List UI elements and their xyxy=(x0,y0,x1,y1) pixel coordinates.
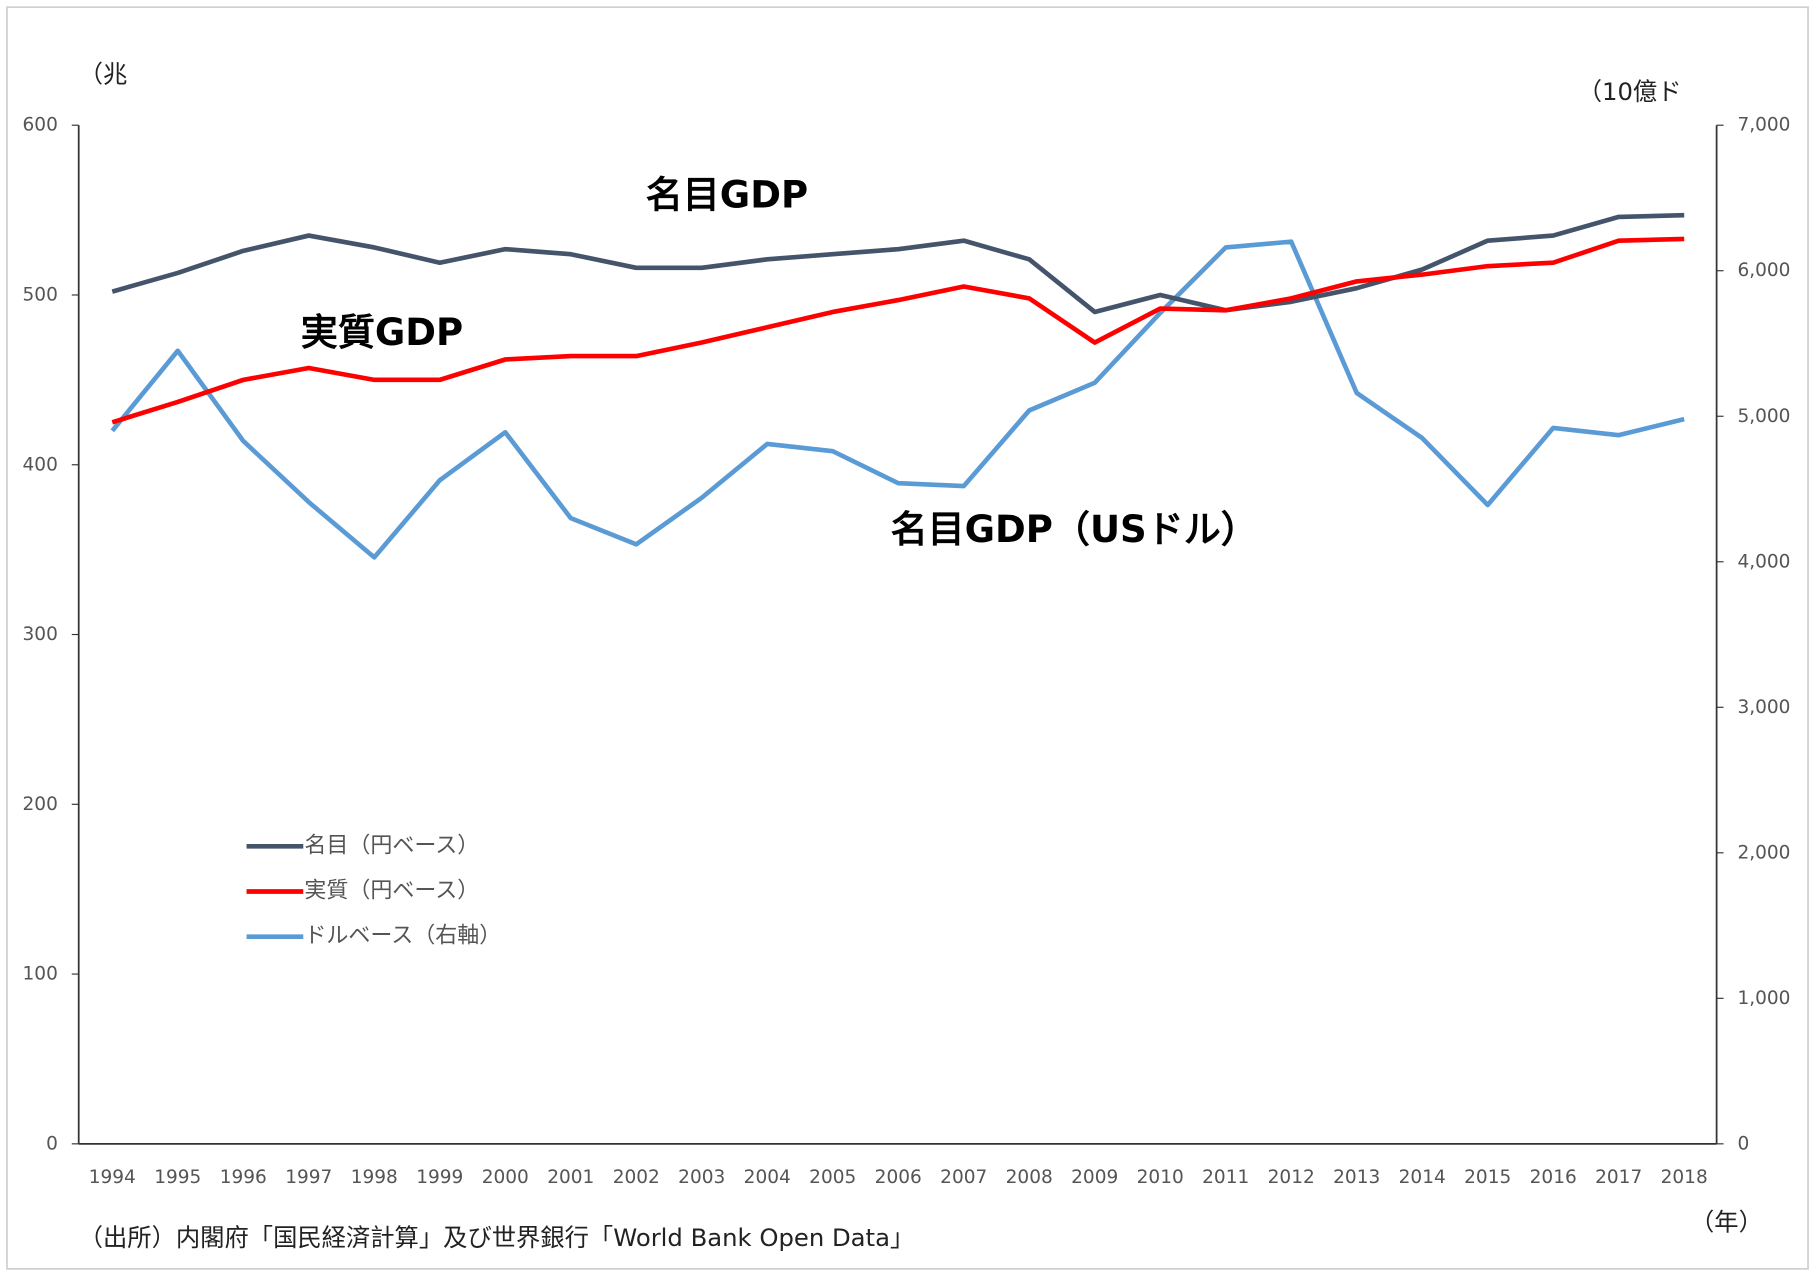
annotation: 実質GDP xyxy=(301,311,463,354)
x-tick-label: 1994 xyxy=(89,1167,136,1188)
x-tick-label: 2013 xyxy=(1333,1167,1380,1188)
x-tick-label: 2016 xyxy=(1530,1167,1577,1188)
y-tick-label: 600 xyxy=(23,115,58,136)
x-tick-label: 2003 xyxy=(678,1167,725,1188)
legend-label: 名目（円ベース） xyxy=(304,833,479,858)
x-tick-label: 2004 xyxy=(744,1167,791,1188)
y2-axis-label: （10億ド xyxy=(1578,77,1682,106)
y-tick-label: 100 xyxy=(23,964,58,985)
y-tick-label: 500 xyxy=(23,284,58,305)
x-tick-label: 2002 xyxy=(613,1167,660,1188)
y-tick-label: 400 xyxy=(23,454,58,475)
source-note: （出所）内閣府「国民経済計算」及び世界銀行「World Bank Open Da… xyxy=(79,1223,915,1252)
x-tick-label: 2017 xyxy=(1595,1167,1642,1188)
x-tick-label: 2000 xyxy=(482,1167,529,1188)
x-tick-label: 2010 xyxy=(1137,1167,1184,1188)
annotation: 名目GDP（USドル） xyxy=(891,508,1258,551)
x-tick-label: 2007 xyxy=(940,1167,987,1188)
x-axis-label: （年） xyxy=(1690,1208,1763,1237)
y-tick-label: 300 xyxy=(23,624,58,645)
x-tick-label: 1995 xyxy=(154,1167,201,1188)
x-tick-label: 2014 xyxy=(1399,1167,1446,1188)
y2-tick-label: 3,000 xyxy=(1737,697,1790,718)
x-tick-label: 2015 xyxy=(1464,1167,1511,1188)
legend-label: 実質（円ベース） xyxy=(304,878,479,903)
y2-tick-label: 5,000 xyxy=(1737,406,1790,427)
y2-tick-label: 0 xyxy=(1737,1133,1749,1154)
x-tick-label: 1998 xyxy=(351,1167,398,1188)
x-tick-label: 2012 xyxy=(1268,1167,1315,1188)
series-line xyxy=(111,212,1685,315)
y2-tick-label: 1,000 xyxy=(1737,988,1790,1009)
x-tick-label: 2018 xyxy=(1661,1167,1708,1188)
y-axis-label: （兆 xyxy=(79,59,128,88)
x-tick-label: 1999 xyxy=(416,1167,463,1188)
y2-tick-label: 6,000 xyxy=(1737,260,1790,281)
y2-tick-label: 7,000 xyxy=(1737,115,1790,136)
annotation: 名目GDP xyxy=(646,173,808,216)
frame xyxy=(6,6,1809,1270)
legend-label: ドルベース（右軸） xyxy=(304,924,501,949)
x-tick-label: 2001 xyxy=(547,1167,594,1188)
x-tick-label: 2005 xyxy=(809,1167,856,1188)
y2-tick-label: 2,000 xyxy=(1737,842,1790,863)
y2-tick-label: 4,000 xyxy=(1737,551,1790,572)
x-tick-label: 1996 xyxy=(220,1167,267,1188)
x-tick-label: 2011 xyxy=(1202,1167,1249,1188)
series-line xyxy=(111,236,1685,425)
x-tick-label: 1997 xyxy=(285,1167,332,1188)
y-tick-label: 0 xyxy=(46,1133,58,1154)
y-tick-label: 200 xyxy=(23,794,58,815)
x-tick-label: 2009 xyxy=(1071,1167,1118,1188)
series-line xyxy=(110,239,1685,560)
x-tick-label: 2008 xyxy=(1006,1167,1053,1188)
x-tick-label: 2006 xyxy=(875,1167,922,1188)
